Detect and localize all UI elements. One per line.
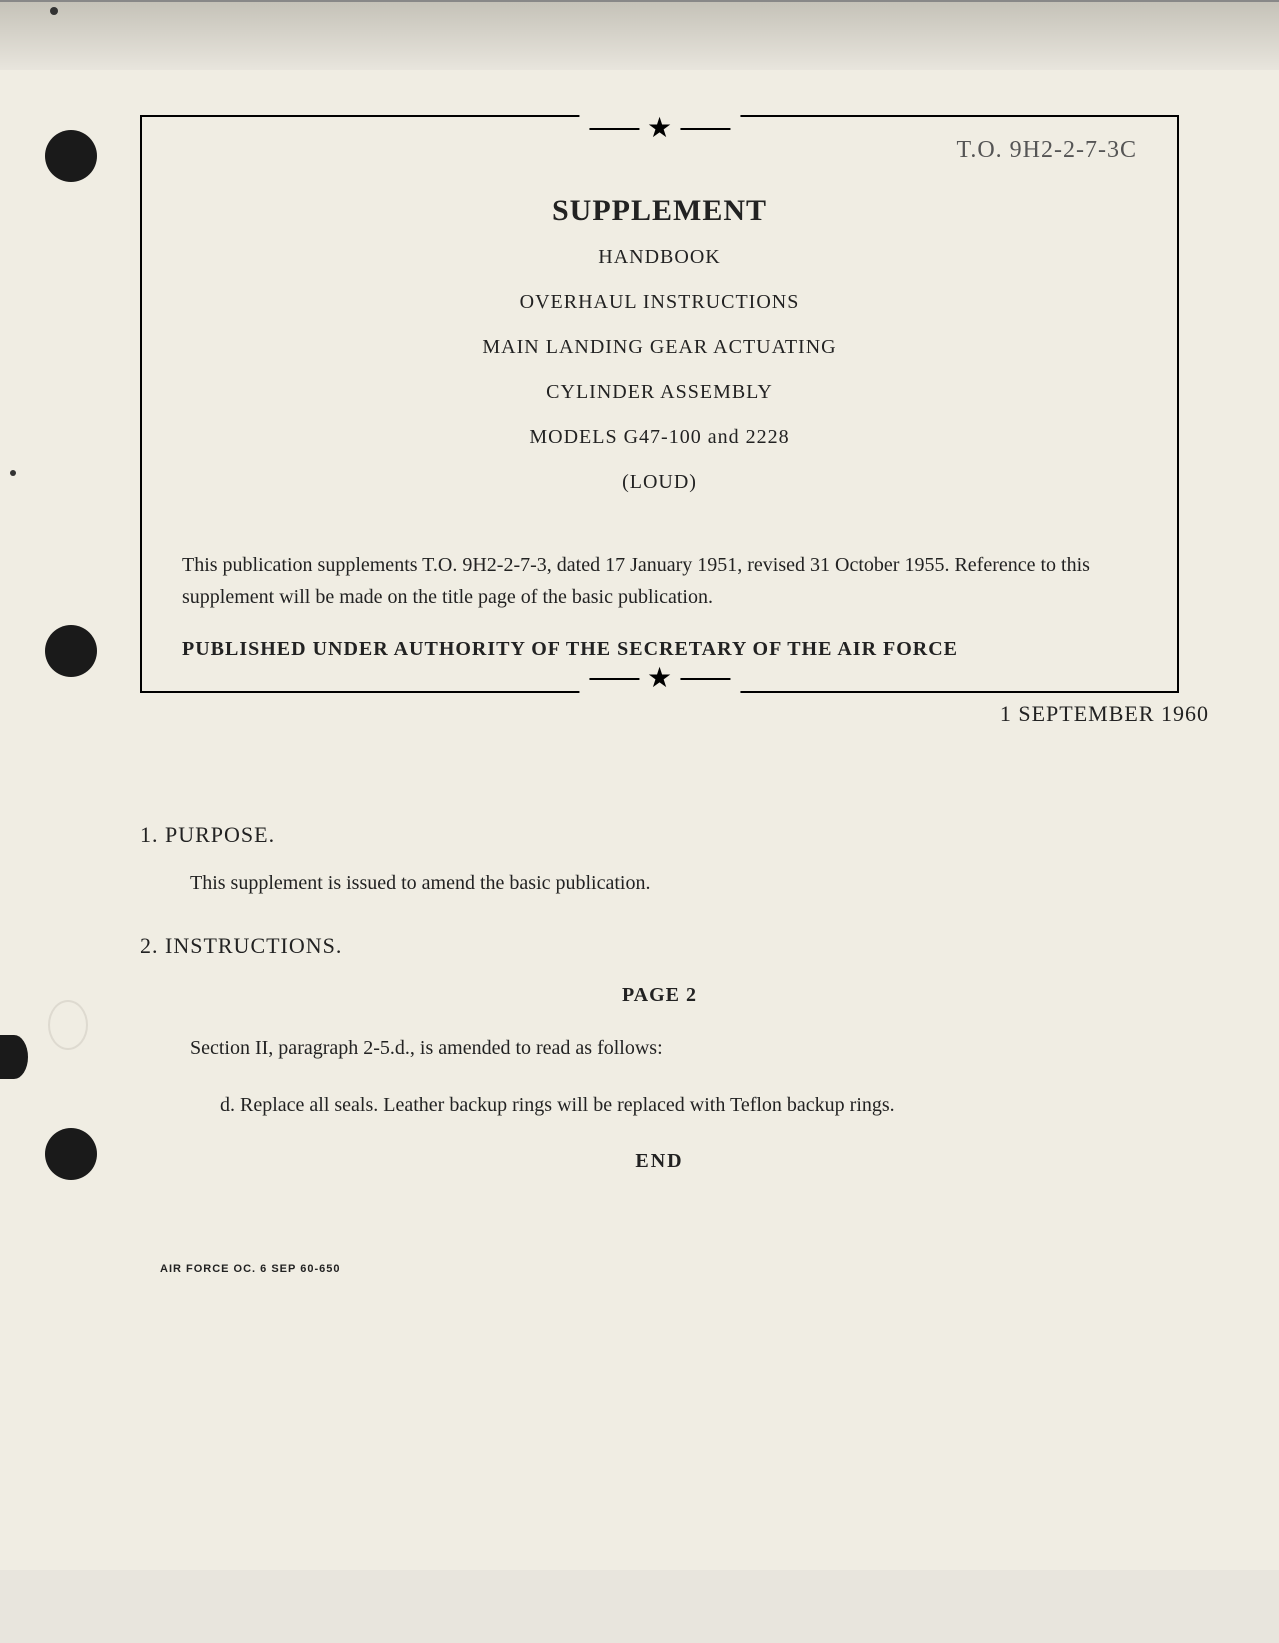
scan-artifact-top xyxy=(0,0,1279,70)
star-icon: ★ xyxy=(647,115,672,143)
document-line: CYLINDER ASSEMBLY xyxy=(182,381,1137,404)
publication-authority: PUBLISHED UNDER AUTHORITY OF THE SECRETA… xyxy=(182,638,1137,661)
punch-hole-icon xyxy=(0,1035,28,1079)
page-reference: PAGE 2 xyxy=(140,984,1179,1007)
amendment-intro: Section II, paragraph 2-5.d., is amended… xyxy=(190,1037,1179,1060)
footer-print-info: AIR FORCE OC. 6 SEP 60-650 xyxy=(160,1263,1179,1275)
section-body-purpose: This supplement is issued to amend the b… xyxy=(190,868,1179,898)
star-icon: ★ xyxy=(647,665,672,693)
section-heading-purpose: 1. PURPOSE. xyxy=(140,822,1179,848)
scan-artifact-dot xyxy=(10,470,16,476)
document-line: MAIN LANDING GEAR ACTUATING xyxy=(182,336,1137,359)
amendment-text: d. Replace all seals. Leather backup rin… xyxy=(140,1088,1179,1122)
title-box: ★ T.O. 9H2-2-7-3C SUPPLEMENT HANDBOOK OV… xyxy=(140,115,1179,693)
document-line: (LOUD) xyxy=(182,471,1137,494)
document-line: MODELS G47-100 and 2228 xyxy=(182,426,1137,449)
star-divider-bottom: ★ xyxy=(579,665,740,693)
publication-date: 1 SEPTEMBER 1960 xyxy=(140,701,1209,727)
punch-hole-icon xyxy=(45,1128,97,1180)
document-page: ★ T.O. 9H2-2-7-3C SUPPLEMENT HANDBOOK OV… xyxy=(0,70,1279,1570)
document-line: OVERHAUL INSTRUCTIONS xyxy=(182,291,1137,314)
end-marker: END xyxy=(140,1150,1179,1173)
scan-smudge xyxy=(48,1000,88,1050)
star-divider-top: ★ xyxy=(579,115,740,143)
document-body: 1. PURPOSE. This supplement is issued to… xyxy=(140,822,1179,1173)
section-heading-instructions: 2. INSTRUCTIONS. xyxy=(140,933,1179,959)
supplement-description: This publication supplements T.O. 9H2-2-… xyxy=(182,549,1137,613)
document-title: SUPPLEMENT xyxy=(182,194,1137,228)
punch-hole-icon xyxy=(45,625,97,677)
document-subtitle: HANDBOOK xyxy=(182,246,1137,269)
punch-hole-icon xyxy=(45,130,97,182)
